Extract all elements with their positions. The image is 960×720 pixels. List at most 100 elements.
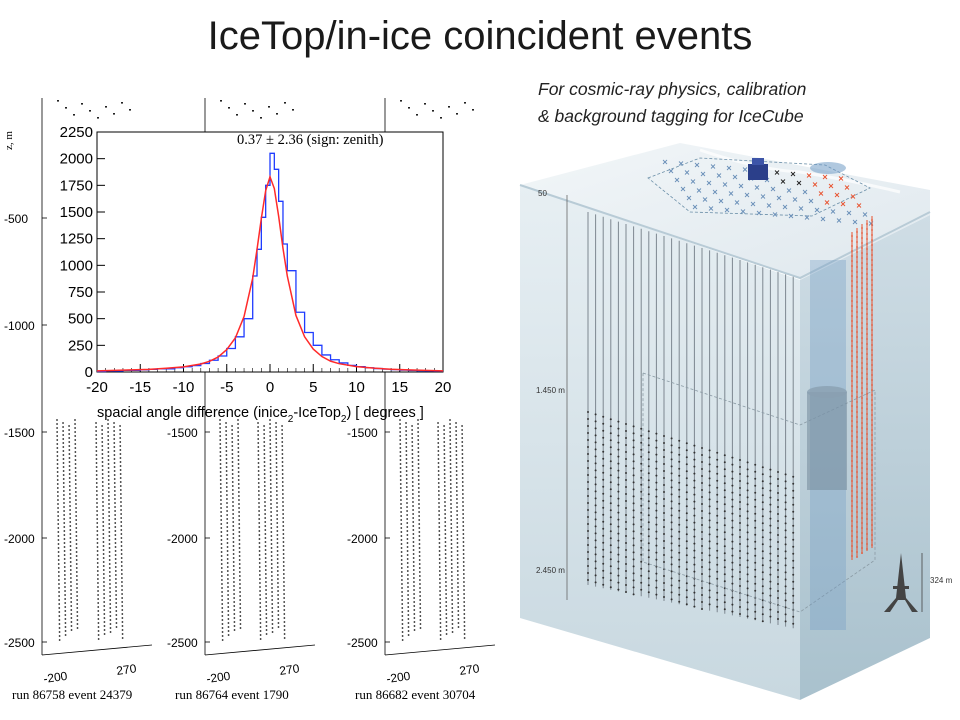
dom-hit — [456, 562, 459, 564]
dom-hit — [281, 441, 284, 443]
dom-hit — [63, 550, 66, 552]
dom-module — [587, 474, 589, 476]
dom-hit — [232, 545, 235, 547]
dom-hit — [263, 481, 266, 483]
dom-hit — [96, 574, 99, 576]
dom-hit — [281, 453, 284, 455]
dom-module — [663, 596, 665, 598]
dom-hit — [277, 606, 280, 608]
dom-hit — [451, 623, 454, 625]
icetop-hit — [228, 107, 230, 109]
dom-hit — [438, 566, 441, 568]
icetop-station — [818, 191, 824, 196]
in-ice-string — [632, 226, 635, 596]
dom-module — [777, 618, 779, 620]
dom-module — [602, 415, 605, 418]
dom-hit — [219, 479, 222, 481]
dom-hit — [275, 490, 278, 492]
dom-hit — [438, 530, 441, 532]
dom-hit — [259, 630, 262, 632]
dom-module — [587, 530, 589, 532]
dom-module — [761, 557, 764, 560]
icetop-hit — [464, 102, 466, 104]
hit-dom — [866, 448, 868, 450]
dom-module — [602, 457, 605, 460]
dom-hit — [75, 575, 78, 577]
hit-dom — [861, 537, 863, 539]
dom-module — [739, 585, 741, 587]
in-ice-string — [716, 252, 719, 613]
hit-dom — [871, 374, 873, 376]
dom-module — [761, 466, 764, 469]
dom-hit — [76, 579, 78, 581]
dom-hit — [101, 429, 104, 431]
dom-module — [602, 513, 605, 516]
dom-hit — [406, 518, 409, 520]
dom-string — [107, 419, 112, 633]
panel-icetop-hits — [57, 100, 131, 119]
dom-hit — [76, 611, 79, 613]
hit-dom — [871, 449, 873, 451]
dom-hit — [76, 587, 78, 589]
dom-hit — [406, 534, 409, 536]
dom-hit — [264, 533, 267, 535]
dom-module — [739, 522, 741, 524]
dom-hit — [57, 507, 59, 509]
dom-hit — [103, 581, 105, 583]
dom-hit — [258, 558, 261, 560]
dom-module — [670, 577, 673, 580]
dom-hit — [76, 591, 78, 593]
dom-hit — [264, 545, 267, 547]
dom-module — [708, 561, 711, 564]
dom-module — [761, 585, 764, 588]
dom-module — [701, 594, 703, 596]
icetop-station — [760, 194, 766, 199]
dom-hit — [418, 519, 421, 521]
dom-hit — [227, 606, 230, 608]
dom-hit — [103, 597, 106, 599]
dom-module — [769, 489, 772, 492]
hit-dom — [851, 500, 853, 502]
dom-hit — [102, 557, 105, 559]
dom-hit — [68, 465, 71, 467]
dom-hit — [233, 629, 236, 631]
dom-hit — [74, 463, 77, 465]
hit-dom — [851, 305, 853, 307]
dom-hit — [412, 537, 415, 539]
dom-hit — [115, 586, 117, 588]
dom-string — [101, 425, 106, 635]
dom-hit — [439, 602, 442, 604]
dom-hit — [449, 451, 452, 453]
dom-hit — [57, 523, 60, 525]
dom-module — [685, 512, 688, 515]
dom-hit — [399, 419, 401, 421]
in-ice-string — [693, 245, 696, 608]
dom-hit — [227, 602, 230, 604]
dom-hit — [114, 530, 117, 532]
dom-hit — [418, 571, 421, 573]
dom-module — [655, 572, 658, 575]
hit-dom — [866, 528, 868, 530]
icetop-station — [808, 198, 814, 204]
dom-hit — [258, 498, 260, 500]
hit-dom — [866, 493, 868, 495]
dom-hit — [456, 498, 458, 500]
dom-hit — [264, 569, 267, 571]
hit-dom — [866, 283, 868, 285]
dom-hit — [456, 558, 459, 560]
dom-hit — [269, 455, 272, 457]
dom-hit — [411, 477, 414, 479]
dom-module — [647, 472, 650, 475]
hit-dom — [851, 300, 853, 302]
dom-module — [754, 568, 757, 571]
icetop-hit — [440, 117, 442, 119]
dom-module — [701, 489, 703, 491]
hit-dom — [861, 377, 863, 379]
icetop-station — [838, 176, 844, 181]
hit-dom — [871, 249, 873, 251]
dom-module — [784, 543, 787, 546]
dom-hit — [276, 562, 279, 564]
panel-run-label: run 86758 event 24379 — [12, 687, 132, 702]
icetop-station — [772, 212, 778, 217]
dom-hit — [450, 515, 453, 517]
